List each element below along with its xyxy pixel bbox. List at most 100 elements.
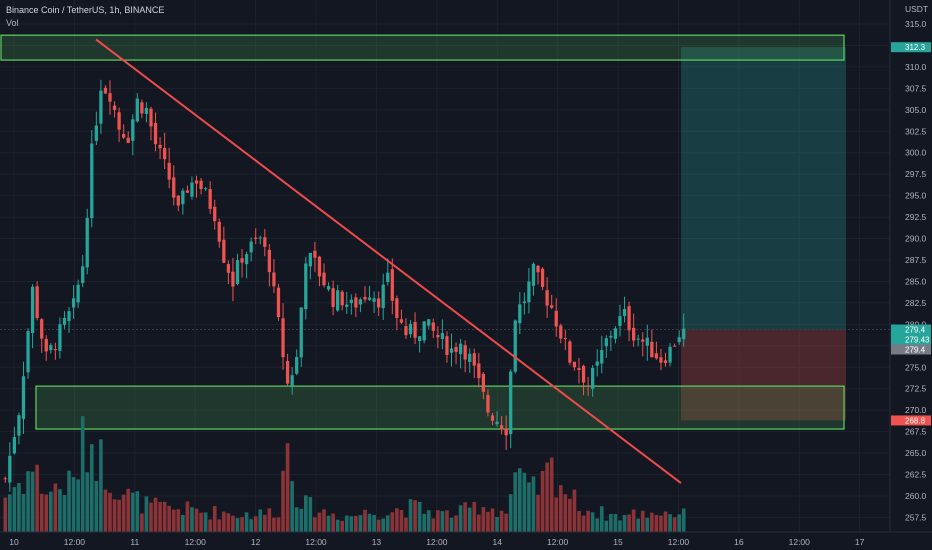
candle-body[interactable]	[254, 237, 258, 239]
candle-body[interactable]	[135, 98, 139, 122]
candle-body[interactable]	[167, 162, 171, 180]
candle-body[interactable]	[367, 297, 372, 300]
candle-body[interactable]	[672, 345, 677, 347]
candle-body[interactable]	[131, 119, 135, 141]
candle-body[interactable]	[112, 105, 117, 110]
candle-body[interactable]	[668, 346, 672, 363]
candle-body[interactable]	[645, 337, 649, 346]
candle-body[interactable]	[468, 353, 472, 362]
candle-body[interactable]	[509, 371, 513, 435]
candle-body[interactable]	[3, 478, 7, 480]
candle-body[interactable]	[417, 336, 422, 341]
candle-body[interactable]	[76, 284, 80, 303]
candle-body[interactable]	[513, 320, 517, 372]
candle-body[interactable]	[222, 239, 226, 263]
candle-body[interactable]	[336, 290, 340, 311]
candle-body[interactable]	[663, 360, 668, 363]
candle-body[interactable]	[190, 182, 194, 197]
candle-body[interactable]	[609, 335, 613, 338]
candle-body[interactable]	[363, 296, 367, 300]
candle-body[interactable]	[90, 143, 94, 219]
candle-body[interactable]	[340, 291, 344, 306]
candle-body[interactable]	[577, 368, 581, 370]
candle-body[interactable]	[53, 349, 58, 351]
candle-body[interactable]	[504, 428, 508, 436]
candle-body[interactable]	[231, 271, 235, 287]
candle-body[interactable]	[85, 217, 89, 268]
candle-body[interactable]	[386, 272, 390, 283]
candle-body[interactable]	[622, 309, 627, 317]
candle-body[interactable]	[153, 122, 158, 145]
candle-body[interactable]	[44, 338, 48, 352]
candle-body[interactable]	[299, 307, 303, 358]
trendline[interactable]	[95, 38, 682, 484]
candle-body[interactable]	[458, 343, 463, 355]
candle-body[interactable]	[331, 288, 335, 307]
candle-body[interactable]	[240, 258, 244, 263]
candle-body[interactable]	[381, 284, 385, 309]
candle-body[interactable]	[641, 339, 645, 342]
candle-body[interactable]	[627, 306, 631, 331]
candle-body[interactable]	[103, 87, 108, 94]
candle-body[interactable]	[490, 415, 495, 421]
candle-body[interactable]	[126, 137, 130, 143]
candle-body[interactable]	[40, 319, 44, 339]
candle-body[interactable]	[194, 180, 199, 184]
candle-body[interactable]	[203, 188, 208, 190]
candle-body[interactable]	[499, 425, 504, 430]
candle-body[interactable]	[217, 221, 221, 242]
candle-body[interactable]	[99, 90, 103, 124]
candle-body[interactable]	[17, 415, 21, 436]
candle-body[interactable]	[117, 112, 121, 130]
candle-body[interactable]	[650, 341, 654, 358]
candle-body[interactable]	[281, 318, 285, 358]
candle-body[interactable]	[208, 189, 212, 209]
candle-body[interactable]	[545, 290, 549, 306]
candle-body[interactable]	[12, 437, 17, 454]
candle-body[interactable]	[71, 298, 76, 308]
candle-body[interactable]	[49, 345, 53, 351]
candle-body[interactable]	[144, 107, 149, 114]
candle-body[interactable]	[308, 252, 312, 267]
candle-body[interactable]	[431, 322, 435, 331]
candle-body[interactable]	[595, 361, 599, 366]
candle-body[interactable]	[317, 256, 322, 277]
candle-body[interactable]	[477, 363, 481, 379]
candle-body[interactable]	[445, 336, 449, 355]
candle-body[interactable]	[531, 263, 536, 286]
candle-body[interactable]	[568, 341, 572, 363]
candle-body[interactable]	[413, 321, 417, 338]
candle-body[interactable]	[26, 331, 30, 373]
candle-body[interactable]	[636, 338, 640, 340]
zone-support[interactable]	[35, 385, 845, 430]
candle-body[interactable]	[536, 265, 540, 273]
candle-body[interactable]	[654, 353, 659, 359]
candle-body[interactable]	[30, 286, 35, 334]
candle-body[interactable]	[108, 93, 112, 102]
candle-body[interactable]	[172, 177, 176, 198]
candle-body[interactable]	[481, 373, 486, 392]
candle-body[interactable]	[81, 266, 85, 284]
candle-body[interactable]	[591, 367, 595, 389]
zone-resistance[interactable]	[0, 34, 845, 61]
candle-body[interactable]	[62, 317, 67, 325]
candle-body[interactable]	[631, 327, 636, 341]
candle-body[interactable]	[404, 326, 408, 336]
candle-body[interactable]	[427, 319, 431, 326]
candle-body[interactable]	[422, 321, 426, 341]
candle-body[interactable]	[244, 254, 249, 265]
candle-body[interactable]	[372, 298, 376, 302]
candle-body[interactable]	[572, 361, 577, 368]
candle-body[interactable]	[304, 263, 308, 310]
candle-body[interactable]	[463, 345, 467, 360]
candle-body[interactable]	[472, 353, 476, 366]
candle-body[interactable]	[163, 147, 167, 160]
candle-body[interactable]	[527, 281, 531, 303]
candle-body[interactable]	[67, 311, 71, 322]
candle-body[interactable]	[495, 421, 499, 425]
candle-body[interactable]	[263, 237, 267, 247]
candle-body[interactable]	[586, 385, 590, 387]
candle-body[interactable]	[249, 241, 253, 253]
